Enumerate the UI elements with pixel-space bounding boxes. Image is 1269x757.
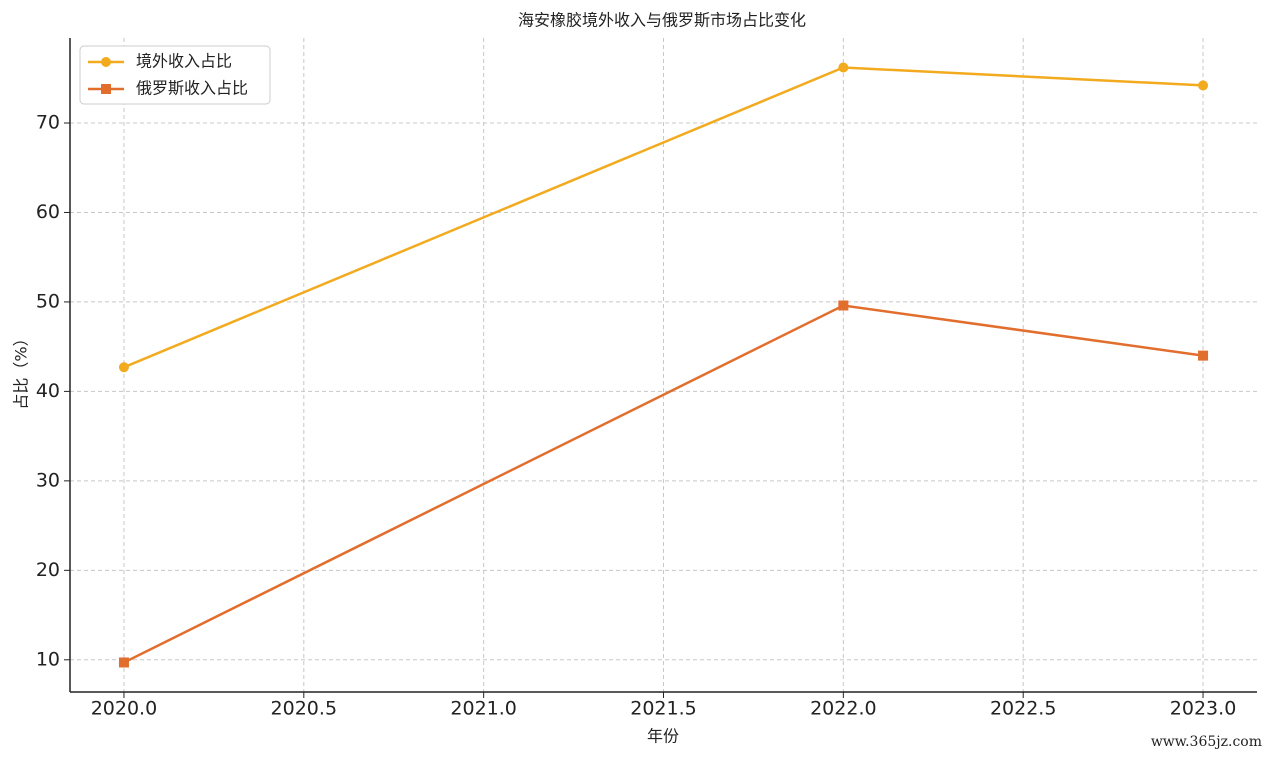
point: [838, 300, 849, 311]
line: [123, 66, 1204, 369]
watermark: www.365jz.com: [1151, 734, 1262, 750]
legend-box: [79, 45, 271, 105]
y-tick-label: 10: [36, 648, 60, 670]
point: [838, 62, 849, 73]
legend-marker: [101, 57, 111, 67]
y-tick-label: 40: [36, 380, 60, 402]
point: [118, 362, 129, 373]
legend-label: 境外收入占比: [136, 52, 232, 71]
x-axis-label: 年份: [647, 727, 679, 746]
x-tick-label: 2023.0: [1170, 698, 1236, 720]
point: [1198, 80, 1209, 91]
x-tick-label: 2020.5: [271, 698, 337, 720]
point: [1198, 350, 1209, 361]
point: [118, 657, 129, 668]
y-tick-label: 70: [36, 111, 60, 133]
y-axis-label: 占比（%）: [12, 330, 31, 409]
y-tick-label: 20: [36, 559, 60, 581]
legend-label: 俄罗斯收入占比: [136, 79, 248, 98]
x-tick-label: 2022.0: [810, 698, 876, 720]
x-tick-label: 2020.0: [91, 698, 157, 720]
chart-title: 海安橡胶境外收入与俄罗斯市场占比变化: [518, 11, 806, 30]
x-tick-label: 2021.0: [450, 698, 516, 720]
x-tick-label: 2022.5: [990, 698, 1056, 720]
y-tick-label: 30: [36, 469, 60, 491]
y-tick-label: 60: [36, 201, 60, 223]
y-tick-label: 50: [36, 290, 60, 312]
legend-marker: [101, 84, 111, 94]
x-tick-label: 2021.5: [630, 698, 696, 720]
